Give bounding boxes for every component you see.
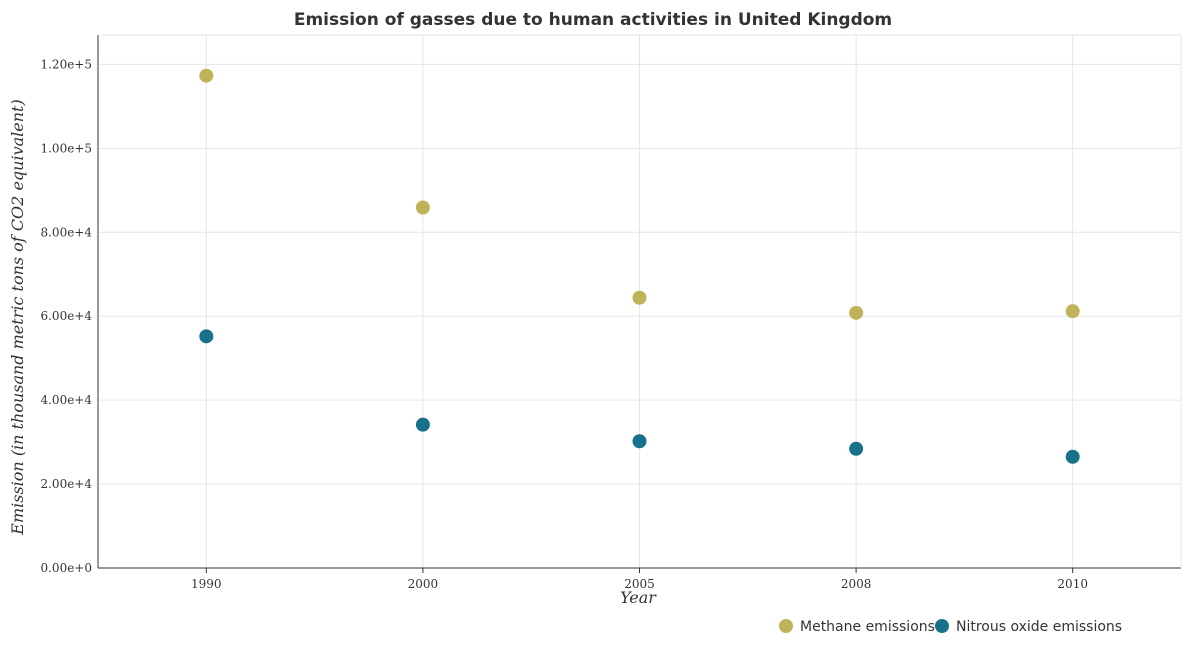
axes [97,34,1182,573]
y-tick-label: 6.00e+4 [40,309,92,323]
x-tick-labels: 1990 2000 2005 2008 2010 [191,577,1088,591]
y-axis-label: Emission (in thousand metric tons of CO2… [8,99,27,535]
y-tick-label: 4.00e+4 [40,393,92,407]
point-methane-emissions-2005 [632,290,647,305]
point-methane-emissions-2000 [415,200,430,215]
point-methane-emissions-2010 [1065,304,1080,319]
x-tick-label: 2010 [1057,577,1088,591]
data-points [199,68,1080,464]
point-nitrous-oxide-emissions-1990 [199,329,214,344]
x-tick-label: 2000 [408,577,439,591]
legend-label-1: Nitrous oxide emissions [956,619,1122,635]
point-methane-emissions-1990 [199,68,214,83]
grid-lines [98,35,1181,569]
y-tick-labels: 0.00e+0 2.00e+4 4.00e+4 6.00e+4 8.00e+4 1.00e… [40,57,92,575]
y-tick-label: 1.00e+5 [40,141,92,155]
y-tick-label: 0.00e+0 [40,561,92,575]
y-tick-label: 8.00e+4 [40,225,92,239]
chart-title: Emission of gasses due to human activiti… [294,10,892,30]
x-tick-label: 2008 [841,577,872,591]
point-methane-emissions-2008 [849,305,864,320]
point-nitrous-oxide-emissions-2008 [849,441,864,456]
legend-label-0: Methane emissions [800,619,935,635]
legend: Methane emissions Nitrous oxide emissions [779,619,1122,635]
legend-marker-0 [779,619,793,633]
x-axis-label: Year [620,588,657,607]
y-tick-label: 2.00e+4 [40,477,92,491]
x-tick-label: 2005 [624,577,655,591]
point-nitrous-oxide-emissions-2010 [1065,449,1080,464]
y-tick-label: 1.20e+5 [40,57,92,71]
point-nitrous-oxide-emissions-2005 [632,434,647,449]
x-tick-label: 1990 [191,577,222,591]
legend-marker-1 [935,619,949,633]
point-nitrous-oxide-emissions-2000 [415,417,430,432]
